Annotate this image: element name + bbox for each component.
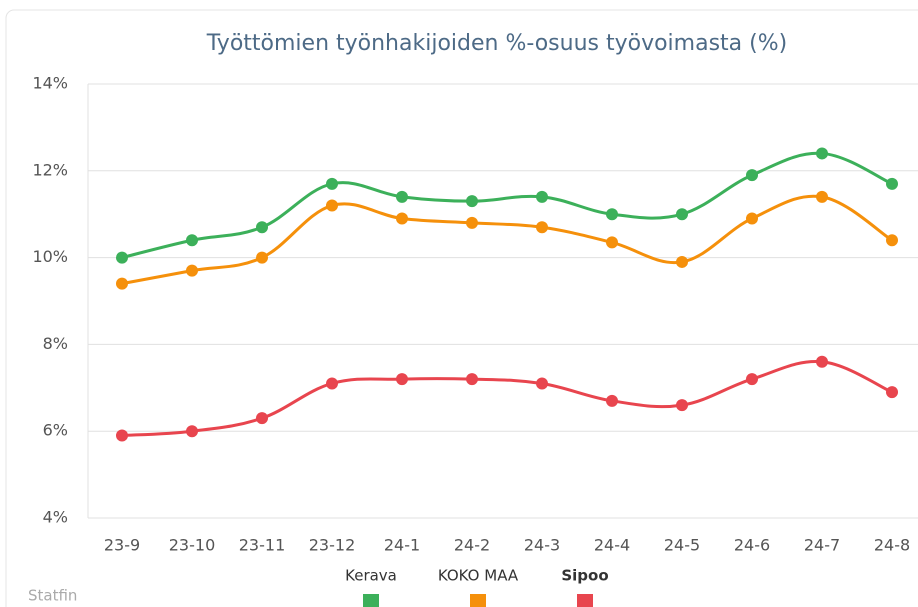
- legend-item[interactable]: Sipoo: [561, 567, 609, 607]
- data-point: [746, 212, 758, 225]
- data-point: [606, 236, 618, 249]
- x-tick-label: 23-11: [239, 536, 286, 555]
- data-point: [326, 199, 338, 212]
- x-tick-label: 23-9: [104, 536, 140, 555]
- data-point: [886, 234, 898, 247]
- legend-item[interactable]: Kerava: [345, 567, 397, 607]
- series-line: [121, 359, 893, 438]
- data-point: [256, 412, 268, 425]
- data-point: [186, 425, 198, 438]
- data-point: [116, 277, 128, 290]
- legend-swatch: [577, 594, 593, 607]
- data-point: [816, 355, 828, 368]
- y-tick-label: 14%: [32, 74, 68, 93]
- y-tick-label: 8%: [43, 334, 68, 353]
- data-point: [116, 251, 128, 264]
- data-point: [886, 177, 898, 190]
- data-point: [536, 190, 548, 203]
- x-tick-label: 24-2: [454, 536, 490, 555]
- data-point: [396, 373, 408, 386]
- data-point: [816, 147, 828, 160]
- credits: Statfin: [28, 587, 77, 605]
- x-tick-label: 24-5: [664, 536, 700, 555]
- data-point: [186, 234, 198, 247]
- legend-label: Kerava: [345, 567, 397, 585]
- data-point: [676, 255, 688, 268]
- data-point: [396, 190, 408, 203]
- data-point: [396, 212, 408, 225]
- x-tick-label: 24-4: [594, 536, 630, 555]
- x-tick-label: 23-12: [309, 536, 356, 555]
- x-tick-label: 24-3: [524, 536, 560, 555]
- data-point: [536, 377, 548, 390]
- card: [5, 9, 918, 607]
- data-point: [536, 221, 548, 234]
- data-point: [746, 169, 758, 182]
- data-point: [816, 190, 828, 203]
- legend-label: KOKO MAA: [438, 567, 519, 585]
- data-point: [676, 208, 688, 221]
- data-point: [886, 386, 898, 399]
- y-tick-label: 4%: [43, 508, 68, 527]
- data-point: [326, 377, 338, 390]
- data-point: [326, 177, 338, 190]
- data-point: [256, 221, 268, 234]
- y-tick-label: 12%: [32, 160, 68, 179]
- legend-swatch: [363, 594, 379, 607]
- data-point: [676, 399, 688, 412]
- x-tick-label: 24-7: [804, 536, 840, 555]
- data-point: [606, 208, 618, 221]
- x-tick-label: 24-1: [384, 536, 420, 555]
- y-tick-label: 6%: [43, 421, 68, 440]
- data-point: [606, 394, 618, 407]
- x-tick-label: 24-8: [874, 536, 910, 555]
- data-point: [186, 264, 198, 277]
- data-point: [256, 251, 268, 264]
- legend-label: Sipoo: [561, 567, 608, 585]
- data-point: [746, 373, 758, 386]
- data-point: [466, 195, 478, 208]
- data-point: [466, 216, 478, 229]
- data-point: [466, 373, 478, 386]
- y-tick-label: 10%: [32, 247, 68, 266]
- legend-item[interactable]: KOKO MAA: [438, 567, 519, 607]
- x-tick-label: 23-10: [169, 536, 216, 555]
- x-tick-label: 24-6: [734, 536, 770, 555]
- legend-swatch: [470, 594, 486, 607]
- data-point: [116, 429, 128, 442]
- chart-title: Työttömien työnhakijoiden %-osuus työvoi…: [206, 31, 787, 56]
